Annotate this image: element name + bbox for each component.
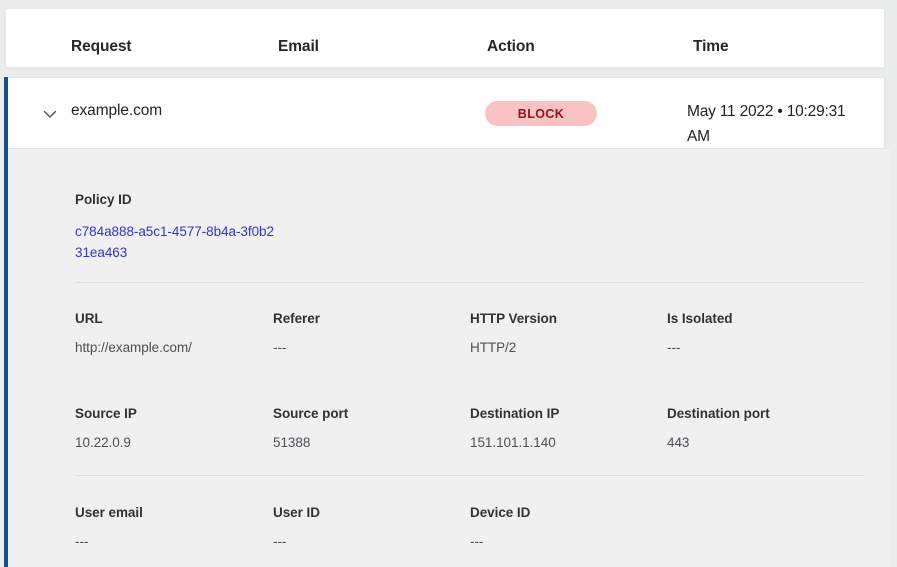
cell-time: May 11 2022 • 10:29:31 AM bbox=[687, 103, 846, 145]
field-value-referer: --- bbox=[273, 340, 287, 355]
field-label-user-email: User email bbox=[75, 505, 143, 520]
field-value-device-id: --- bbox=[470, 534, 484, 549]
cell-request[interactable]: example.com bbox=[71, 102, 163, 119]
status-badge: BLOCK bbox=[485, 101, 597, 126]
field-label-device-id: Device ID bbox=[470, 505, 531, 520]
field-label-source-ip: Source IP bbox=[75, 406, 137, 421]
entry-accent-bar bbox=[4, 77, 8, 567]
field-value-destination-ip: 151.101.1.140 bbox=[470, 435, 556, 450]
column-header-request[interactable]: Request bbox=[71, 38, 132, 55]
field-label-http-version: HTTP Version bbox=[470, 311, 557, 326]
field-label-destination-ip: Destination IP bbox=[470, 406, 560, 421]
field-value-user-id: --- bbox=[273, 534, 287, 549]
policy-id-link[interactable]: c784a888-a5c1-4577-8b4a-3f0b231ea463 bbox=[75, 224, 274, 260]
field-label-user-id: User ID bbox=[273, 505, 320, 520]
section-divider bbox=[75, 282, 865, 283]
table-row[interactable]: example.com BLOCK May 11 2022 • 10:29:31… bbox=[8, 77, 885, 149]
entry-details-panel: Policy ID c784a888-a5c1-4577-8b4a-3f0b23… bbox=[8, 149, 890, 567]
table-header: Request Email Action Time bbox=[5, 8, 885, 68]
field-value-is-isolated: --- bbox=[667, 340, 681, 355]
field-label-is-isolated: Is Isolated bbox=[667, 311, 733, 326]
log-entry-expanded: example.com BLOCK May 11 2022 • 10:29:31… bbox=[0, 77, 890, 567]
field-label-source-port: Source port bbox=[273, 406, 349, 421]
field-value-user-email: --- bbox=[75, 534, 89, 549]
field-value-source-port: 51388 bbox=[273, 435, 311, 450]
column-header-time[interactable]: Time bbox=[693, 38, 729, 55]
field-value-url: http://example.com/ bbox=[75, 340, 192, 355]
column-header-action[interactable]: Action bbox=[487, 38, 535, 55]
chevron-down-icon[interactable] bbox=[40, 104, 60, 124]
section-divider bbox=[75, 475, 865, 476]
field-value-source-ip: 10.22.0.9 bbox=[75, 435, 131, 450]
field-label-url: URL bbox=[75, 311, 103, 326]
table-header-row: Request Email Action Time bbox=[6, 9, 884, 67]
field-value-http-version: HTTP/2 bbox=[470, 340, 517, 355]
field-label-destination-port: Destination port bbox=[667, 406, 770, 421]
column-header-email[interactable]: Email bbox=[278, 38, 319, 55]
field-label-referer: Referer bbox=[273, 311, 320, 326]
field-value-destination-port: 443 bbox=[667, 435, 690, 450]
field-label-policy-id: Policy ID bbox=[75, 192, 132, 207]
